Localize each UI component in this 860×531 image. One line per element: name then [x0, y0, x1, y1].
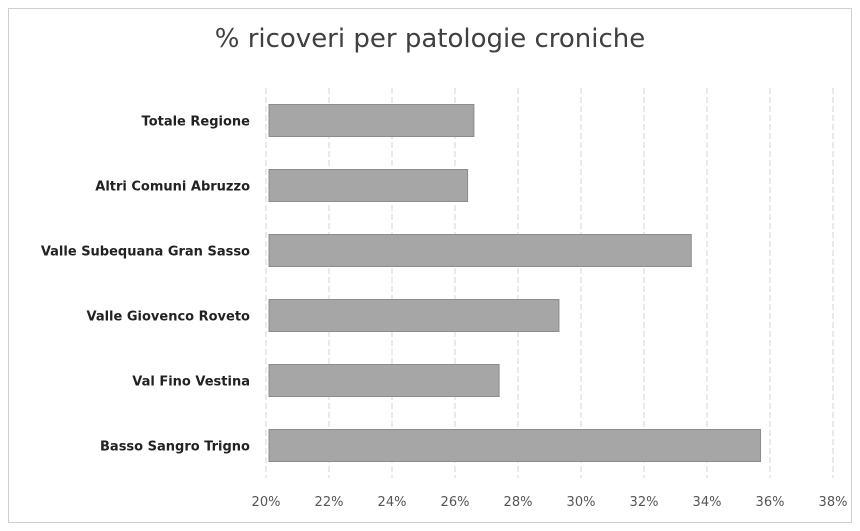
x-tick-label: 22%: [315, 495, 344, 510]
x-tick-label: 32%: [630, 495, 659, 510]
x-tick-label: 38%: [819, 495, 848, 510]
category-label: Valle Giovenco Roveto: [86, 310, 250, 325]
bar: [268, 104, 475, 137]
category-label: Totale Regione: [142, 115, 251, 130]
category-label: Basso Sangro Trigno: [100, 440, 250, 455]
category-labels: Totale Regione Altri Comuni Abruzzo Valle …: [41, 115, 250, 455]
category-label: Altri Comuni Abruzzo: [95, 180, 250, 195]
tick-labels: 20% 22% 24% 26% 28% 30% 32% 34% 36% 38%: [252, 495, 848, 510]
x-tick-label: 24%: [378, 495, 407, 510]
x-tick-label: 28%: [504, 495, 533, 510]
x-tick-label: 34%: [693, 495, 722, 510]
bar: [268, 364, 500, 397]
grid-layer: [265, 88, 834, 478]
x-tick-label: 20%: [252, 495, 281, 510]
category-label: Valle Subequana Gran Sasso: [41, 245, 250, 260]
bar: [268, 169, 469, 202]
category-label: Val Fino Vestina: [132, 375, 250, 390]
x-tick-label: 26%: [441, 495, 470, 510]
bar: [268, 234, 692, 267]
bar: [268, 299, 560, 332]
x-tick-label: 36%: [756, 495, 785, 510]
bar: [268, 429, 762, 462]
chart-title: % ricoveri per patologie croniche: [214, 24, 646, 54]
bar-layer: [268, 104, 762, 462]
x-tick-label: 30%: [567, 495, 596, 510]
